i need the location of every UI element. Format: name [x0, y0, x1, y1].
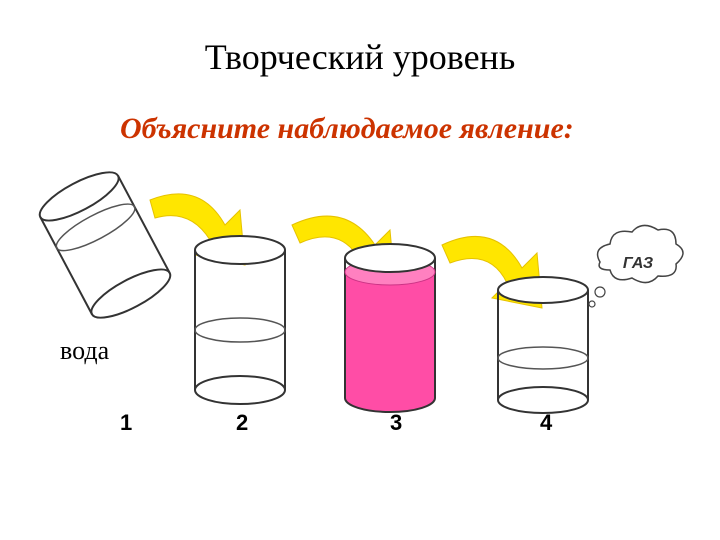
beaker-2: [195, 236, 285, 404]
number-4: 4: [540, 410, 552, 436]
number-2: 2: [236, 410, 248, 436]
water-label: вода: [60, 336, 109, 366]
beaker-3: [345, 244, 435, 412]
slide-stage: Творческий уровень Объясните наблюдаемое…: [0, 0, 720, 540]
number-3: 3: [390, 410, 402, 436]
experiment-diagram: ГАЗ: [0, 0, 720, 540]
number-1: 1: [120, 410, 132, 436]
gas-label-text: ГАЗ: [623, 255, 653, 272]
beaker-1-tilted: [34, 163, 176, 326]
beaker-4: [498, 277, 588, 413]
gas-cloud: ГАЗ: [589, 225, 683, 307]
